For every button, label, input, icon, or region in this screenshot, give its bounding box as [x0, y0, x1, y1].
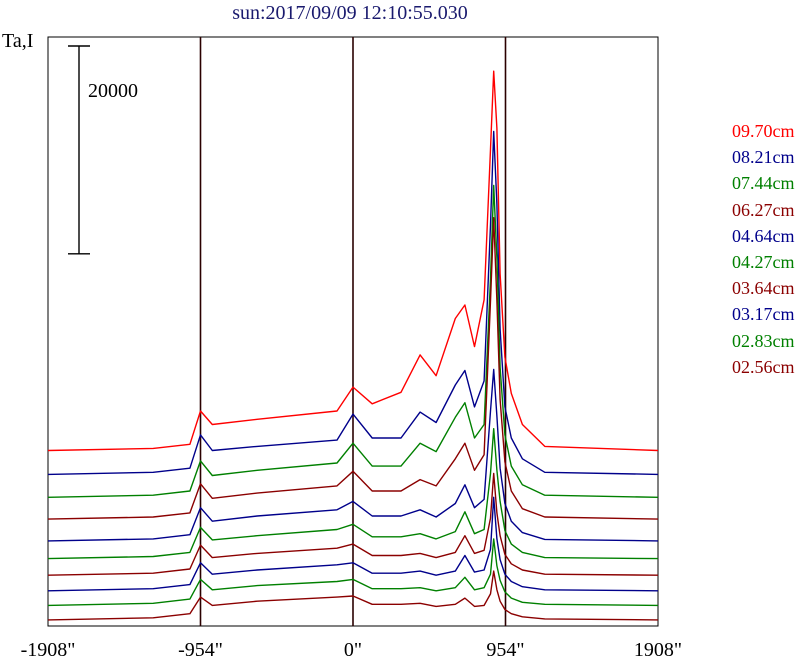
series-line-02.83cm [47, 538, 659, 607]
series-line-07.44cm [47, 184, 659, 498]
x-tick-label-0: -1908" [21, 639, 76, 661]
legend-item-03.17cm: 03.17cm [732, 304, 795, 325]
series-line-08.21cm [47, 130, 659, 476]
series-line-02.56cm [47, 570, 659, 621]
x-tick-label-4: 1908" [634, 639, 682, 661]
series-line-04.27cm [47, 428, 659, 560]
x-tick-label-1: -954" [178, 639, 223, 661]
legend-item-02.83cm: 02.83cm [732, 330, 795, 351]
series-line-06.27cm [47, 216, 659, 520]
legend-item-04.27cm: 04.27cm [732, 251, 795, 272]
legend-item-07.44cm: 07.44cm [732, 173, 795, 194]
legend-item-06.27cm: 06.27cm [732, 199, 795, 220]
x-tick-label-2: 0" [344, 639, 362, 661]
chart-legend: 09.70cm 08.21cm 07.44cm 06.27cm 04.64cm 04.27… [732, 118, 795, 380]
series-line-03.17cm [47, 496, 659, 592]
legend-item-09.70cm: 09.70cm [732, 121, 795, 141]
series-line-04.64cm [47, 368, 659, 542]
legend-item-08.21cm: 08.21cm [732, 147, 795, 168]
legend-item-03.64cm: 03.64cm [732, 278, 795, 299]
series-line-03.64cm [47, 472, 659, 576]
chart-title: sun:2017/09/09 12:10:55.030 [232, 2, 468, 24]
y-axis-label: Ta,I [2, 30, 34, 52]
scale-bar-label: 20000 [88, 80, 138, 102]
legend-item-04.64cm: 04.64cm [732, 225, 795, 246]
legend-item-02.56cm: 02.56cm [732, 356, 795, 377]
x-tick-label-3: 954" [486, 639, 524, 661]
series-line-09.70cm [47, 70, 659, 452]
